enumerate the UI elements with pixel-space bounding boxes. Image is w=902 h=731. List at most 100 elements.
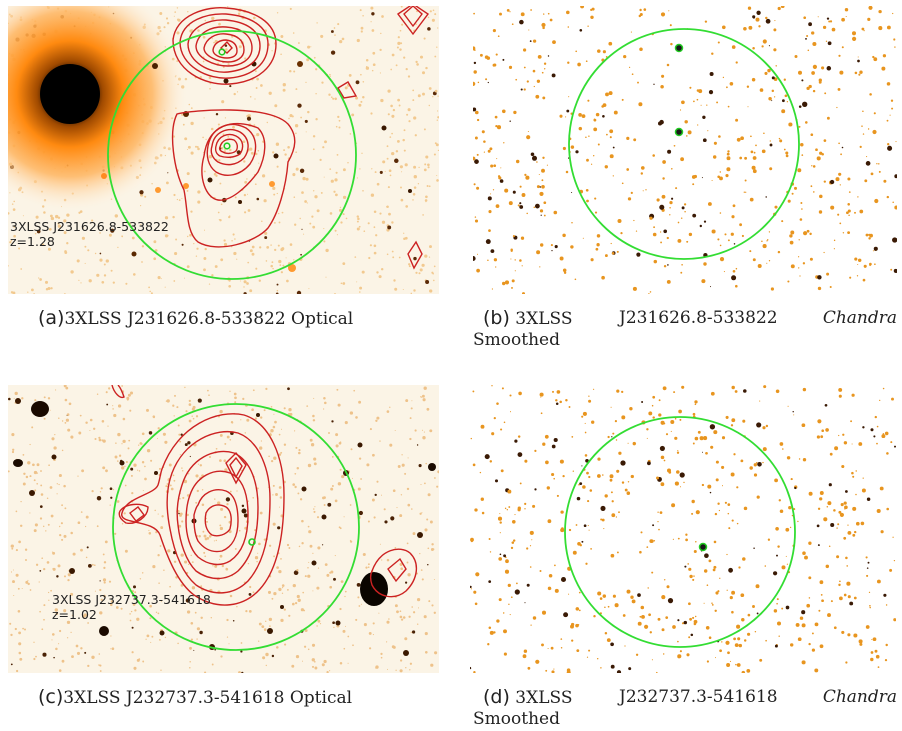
speck (676, 451, 680, 454)
speck (420, 395, 422, 398)
speck (226, 618, 229, 622)
speck (675, 187, 678, 190)
speck (470, 585, 472, 589)
speck (102, 466, 106, 470)
speck (514, 270, 516, 272)
speck (789, 240, 794, 245)
speck (692, 616, 695, 619)
speck (857, 196, 859, 198)
speck (401, 23, 404, 26)
speck (110, 496, 113, 499)
speck (141, 261, 143, 263)
speck (810, 185, 813, 188)
speck (177, 18, 181, 22)
speck (347, 635, 350, 638)
speck (688, 636, 691, 639)
speck (694, 615, 697, 618)
speck (41, 243, 45, 247)
speck (641, 401, 644, 403)
speck (868, 237, 871, 240)
speck (339, 39, 343, 44)
speck (532, 504, 536, 508)
speck (516, 582, 518, 585)
speck (489, 551, 492, 553)
speck (372, 63, 376, 67)
speck (707, 484, 712, 489)
speck (779, 509, 784, 513)
speck (718, 135, 721, 138)
speck (185, 598, 191, 603)
speck (229, 594, 233, 598)
speck (304, 200, 307, 203)
speck (793, 414, 795, 416)
speck (509, 11, 511, 13)
speck (517, 452, 523, 457)
speck (358, 103, 362, 107)
speck (263, 628, 267, 631)
speck (833, 239, 836, 242)
speck (748, 25, 753, 30)
speck (9, 622, 12, 625)
speck (609, 129, 614, 134)
speck (33, 641, 35, 643)
speck (609, 478, 613, 482)
speck (541, 184, 545, 189)
speck (23, 472, 26, 476)
speck (329, 585, 333, 589)
speck (23, 628, 27, 631)
speck (220, 146, 224, 150)
speck (344, 421, 348, 425)
speck (70, 270, 74, 274)
speck (493, 416, 496, 420)
speck (401, 171, 403, 173)
speck (159, 12, 163, 15)
speck (661, 595, 666, 600)
speck (509, 614, 511, 616)
speck (686, 653, 690, 657)
speck (204, 247, 207, 251)
speck (379, 170, 383, 174)
speck (423, 128, 426, 131)
speck (723, 271, 725, 273)
speck (864, 179, 868, 183)
speck (752, 46, 755, 50)
speck (21, 587, 23, 590)
speck (362, 190, 364, 192)
speck (312, 590, 314, 592)
speck (709, 286, 712, 288)
speck (22, 454, 25, 456)
speck (217, 501, 221, 505)
caption-c: (c)3XLSS J232737.3-541618 Optical (38, 686, 352, 709)
speck (892, 536, 894, 538)
speck (856, 275, 859, 277)
speck (802, 458, 807, 462)
speck (338, 119, 341, 122)
speck (131, 236, 135, 240)
speck (416, 63, 419, 66)
speck (29, 443, 31, 446)
speck (561, 527, 564, 531)
speck (367, 563, 370, 566)
speck (878, 163, 880, 165)
speck (65, 386, 69, 390)
speck (874, 198, 879, 204)
speck (313, 457, 317, 461)
speck (846, 211, 849, 215)
speck (81, 236, 85, 240)
speck (889, 114, 891, 116)
speck (510, 546, 514, 550)
speck (157, 427, 160, 430)
speck (400, 186, 402, 189)
speck (733, 637, 736, 641)
speck (59, 629, 62, 633)
speck (747, 613, 751, 617)
speck (43, 396, 46, 399)
speck (404, 637, 408, 641)
speck (628, 66, 631, 69)
speck (586, 471, 589, 475)
speck (65, 418, 70, 422)
speck (195, 474, 199, 478)
speck (187, 563, 190, 566)
speck (726, 86, 728, 89)
speck (436, 179, 439, 182)
